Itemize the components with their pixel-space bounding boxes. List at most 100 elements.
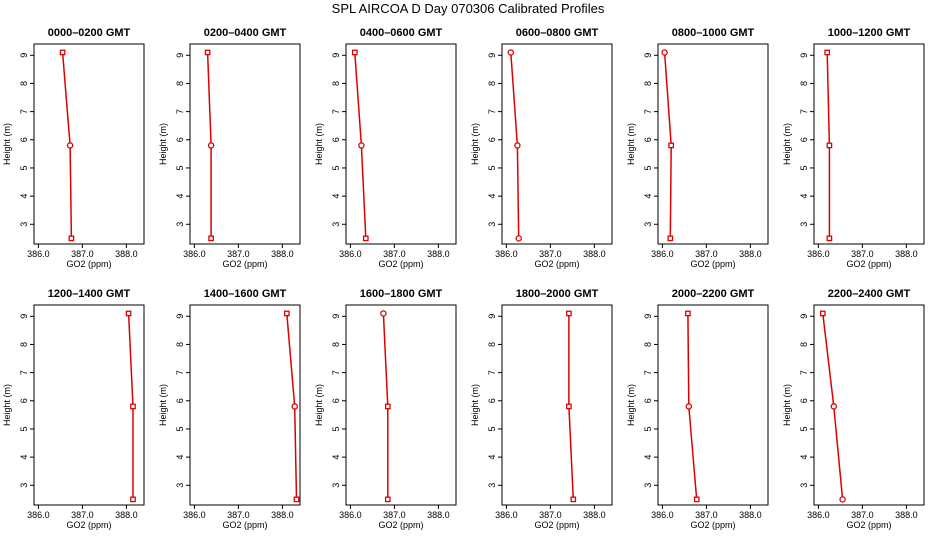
x-axis-label: GO2 (ppm)	[222, 259, 267, 269]
x-tick-label: 388.0	[895, 510, 918, 520]
y-tick-label: 5	[487, 165, 497, 170]
x-tick-label: 386.0	[183, 510, 206, 520]
y-tick-label: 7	[331, 109, 341, 114]
y-tick-label: 9	[487, 314, 497, 319]
profile-panel: 0200–0400 GMT 386.0 387.0 388.0 3 4 5 6 7 8 9 GO2 (…	[158, 27, 301, 269]
y-tick-label: 4	[19, 455, 29, 460]
y-tick-label: 4	[487, 455, 497, 460]
data-point-marker	[384, 496, 391, 503]
y-tick-label: 4	[331, 194, 341, 199]
y-tick-label: 8	[19, 81, 29, 86]
x-tick-label: 388.0	[739, 249, 762, 259]
data-point-marker	[667, 235, 674, 242]
x-tick-label: 386.0	[495, 249, 518, 259]
plot-frame	[813, 304, 925, 506]
data-point-marker	[824, 49, 831, 56]
data-point-marker	[125, 310, 132, 317]
x-axis-label: GO2 (ppm)	[534, 259, 579, 269]
panel-title: 1800–2000 GMT	[516, 288, 599, 300]
y-axis-label: Height (m)	[158, 384, 168, 426]
data-point-marker	[819, 310, 826, 317]
y-tick-label: 5	[799, 426, 809, 431]
y-tick-label: 8	[331, 81, 341, 86]
y-tick-label: 4	[175, 194, 185, 199]
y-tick-label: 6	[331, 398, 341, 403]
y-tick-label: 5	[19, 165, 29, 170]
data-point-marker	[830, 403, 838, 410]
y-axis-label: Height (m)	[2, 123, 12, 165]
data-point-marker	[207, 142, 215, 149]
x-tick-label: 388.0	[115, 510, 138, 520]
data-point-marker	[130, 403, 136, 410]
x-axis-label: GO2 (ppm)	[222, 520, 267, 530]
y-tick-label: 5	[643, 426, 653, 431]
y-tick-label: 9	[175, 53, 185, 58]
y-tick-label: 8	[799, 81, 809, 86]
x-tick-label: 387.0	[383, 249, 406, 259]
figure-title: SPL AIRCOA D Day 070306 Calibrated Profi…	[331, 1, 605, 16]
y-axis-label: Height (m)	[626, 384, 636, 426]
y-tick-label: 9	[331, 53, 341, 58]
x-tick-label: 386.0	[651, 249, 674, 259]
y-axis-label: Height (m)	[470, 123, 480, 165]
profile-panel: 1400–1600 GMT 386.0 387.0 388.0 3 4 5 6 7 8 9 GO2 (…	[158, 288, 301, 530]
x-tick-label: 387.0	[851, 249, 874, 259]
x-axis-label: GO2 (ppm)	[66, 259, 111, 269]
y-tick-label: 3	[799, 483, 809, 488]
x-tick-label: 388.0	[427, 510, 450, 520]
y-tick-label: 6	[799, 398, 809, 403]
x-tick-label: 388.0	[271, 249, 294, 259]
y-tick-label: 5	[175, 165, 185, 170]
y-axis-label: Height (m)	[626, 123, 636, 165]
y-tick-label: 6	[19, 398, 29, 403]
y-tick-label: 3	[487, 222, 497, 227]
data-point-marker	[668, 142, 675, 149]
x-axis-label: GO2 (ppm)	[690, 259, 735, 269]
panel-title: 0800–1000 GMT	[672, 27, 755, 39]
profile-panel: 1000–1200 GMT 386.0 387.0 388.0 3 4 5 6 7 8 9 GO2 (…	[782, 27, 925, 269]
y-tick-label: 9	[175, 314, 185, 319]
data-point-marker	[693, 496, 700, 503]
y-tick-label: 5	[331, 426, 341, 431]
y-tick-label: 4	[799, 455, 809, 460]
y-tick-label: 3	[175, 483, 185, 488]
data-point-marker	[685, 310, 691, 317]
y-tick-label: 7	[487, 370, 497, 375]
data-point-marker	[66, 142, 74, 149]
y-tick-label: 6	[19, 137, 29, 142]
y-axis-label: Height (m)	[782, 384, 792, 426]
x-tick-label: 387.0	[539, 510, 562, 520]
y-tick-label: 7	[19, 370, 29, 375]
plot-frame	[33, 43, 145, 245]
plot-frame	[501, 43, 613, 245]
x-tick-label: 386.0	[27, 510, 50, 520]
y-tick-label: 7	[799, 370, 809, 375]
y-tick-label: 7	[799, 109, 809, 114]
plot-frame	[189, 43, 301, 245]
data-point-marker	[384, 403, 391, 410]
panel-title: 0600–0800 GMT	[516, 27, 599, 39]
y-tick-label: 8	[19, 342, 29, 347]
y-axis-label: Height (m)	[470, 384, 480, 426]
y-tick-label: 9	[19, 53, 29, 58]
y-tick-label: 9	[799, 314, 809, 319]
y-tick-label: 9	[643, 314, 653, 319]
y-tick-label: 3	[331, 222, 341, 227]
profile-panel: 1600–1800 GMT 386.0 387.0 388.0 3 4 5 6 7 8 9 GO2 (…	[314, 288, 457, 530]
x-tick-label: 388.0	[583, 510, 606, 520]
plot-frame	[345, 43, 457, 245]
y-tick-label: 7	[175, 370, 185, 375]
y-tick-label: 3	[19, 483, 29, 488]
y-tick-label: 3	[487, 483, 497, 488]
y-axis-label: Height (m)	[2, 384, 12, 426]
y-tick-label: 8	[331, 342, 341, 347]
x-tick-label: 386.0	[339, 510, 362, 520]
x-tick-label: 388.0	[115, 249, 138, 259]
y-tick-label: 3	[643, 222, 653, 227]
y-tick-label: 9	[643, 53, 653, 58]
x-tick-label: 386.0	[183, 249, 206, 259]
x-axis-label: GO2 (ppm)	[690, 520, 735, 530]
profile-panel: 0600–0800 GMT 386.0 387.0 388.0 3 4 5 6 7 8 9 GO2 (…	[470, 27, 613, 269]
profile-panel: 2000–2200 GMT 386.0 387.0 388.0 3 4 5 6 7 8 9 GO2 (…	[626, 288, 769, 530]
y-tick-label: 6	[175, 398, 185, 403]
